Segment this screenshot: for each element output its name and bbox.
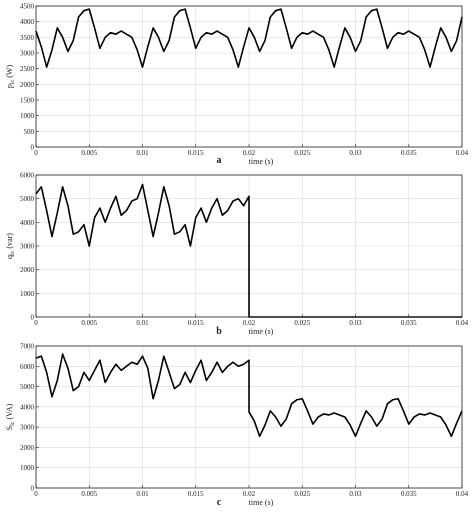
x-tick-label: 0.01	[136, 149, 149, 157]
y-tick-label: 0	[31, 314, 35, 322]
y-axis-label: plc (W)	[5, 65, 16, 89]
y-tick-label: 6000	[20, 172, 35, 180]
x-tick-label: 0.035	[401, 319, 417, 327]
x-tick-label: 0	[34, 319, 38, 327]
x-tick-label: 0.03	[349, 149, 362, 157]
x-tick-label: 0.005	[81, 149, 97, 157]
series-line	[35, 353, 463, 438]
x-tick-label: 0.04	[456, 149, 469, 157]
panel-letter: a	[217, 155, 222, 166]
panel-a: 0 0.005 0.01 0.015 0.02 0.025 0.03 0.035 0.04 0 50…	[5, 3, 469, 167]
x-tick-label: 0.03	[349, 319, 362, 327]
y-tick-label: 5000	[20, 383, 35, 391]
y-tick-label: 2000	[20, 81, 35, 89]
y-axis-label-main: q	[5, 255, 14, 259]
y-tick-label: 6000	[20, 363, 35, 371]
y-tick-label: 3000	[20, 243, 35, 251]
y-axis-label-subscript: lc	[10, 421, 16, 426]
y-tick-label: 1500	[20, 97, 35, 105]
panel-letter: b	[216, 326, 222, 337]
y-axis-label: qlc (var)	[5, 233, 16, 259]
x-tick-label: 0	[34, 490, 38, 498]
y-tick-label: 2000	[20, 444, 35, 452]
y-axis-label-main: S	[5, 426, 14, 430]
y-tick-label: 4000	[20, 403, 35, 411]
x-axis-label: time (s)	[249, 498, 274, 507]
x-axis-label: time (s)	[249, 157, 274, 166]
y-tick-label: 2500	[20, 65, 35, 73]
y-axis-label-unit: (var)	[5, 233, 14, 251]
x-axis-label: time (s)	[249, 327, 274, 336]
y-tick-label: 0	[31, 485, 35, 493]
y-tick-label: 0	[31, 144, 35, 152]
y-tick-label: 1000	[20, 112, 35, 120]
x-tick-label: 0.005	[81, 319, 97, 327]
x-tick-label: 0.035	[401, 149, 417, 157]
y-axis-label-subscript: lc	[10, 79, 16, 84]
y-axis-label-unit: (W)	[5, 65, 14, 80]
x-tick-label: 0.015	[188, 319, 204, 327]
series-line	[35, 8, 463, 68]
y-tick-label: 4000	[20, 18, 35, 26]
y-axis-label: Slc (VA)	[5, 403, 16, 430]
x-tick-label: 0.02	[243, 319, 256, 327]
y-tick-label: 2000	[20, 266, 35, 274]
x-tick-label: 0.005	[81, 490, 97, 498]
panel-b: 0 0.005 0.01 0.015 0.02 0.025 0.03 0.035 0.04 0 10…	[5, 172, 469, 338]
y-tick-label: 3000	[20, 50, 35, 58]
y-axis-label-unit: (VA)	[5, 403, 14, 421]
x-tick-label: 0.04	[456, 490, 469, 498]
x-tick-label: 0.04	[456, 319, 469, 327]
x-tick-label: 0.02	[243, 149, 256, 157]
x-tick-label: 0.01	[136, 319, 149, 327]
y-tick-label: 5000	[20, 195, 35, 203]
x-tick-label: 0.015	[188, 490, 204, 498]
y-tick-label: 7000	[20, 343, 35, 351]
x-tick-label: 0.025	[294, 490, 310, 498]
x-tick-label: 0.015	[188, 149, 204, 157]
panel-c: 0 0.005 0.01 0.015 0.02 0.025 0.03 0.035 0.04 0 10…	[5, 343, 469, 509]
y-tick-label: 3500	[20, 34, 35, 42]
y-tick-label: 4000	[20, 219, 35, 227]
plot-frame	[35, 345, 463, 489]
y-axis-label-main: p	[5, 84, 14, 88]
x-tick-label: 0.035	[401, 490, 417, 498]
x-tick-label: 0.025	[294, 319, 310, 327]
y-tick-label: 4500	[20, 3, 35, 11]
y-tick-label: 500	[24, 128, 35, 136]
x-tick-label: 0.025	[294, 149, 310, 157]
y-tick-label: 3000	[20, 424, 35, 432]
x-tick-label: 0.03	[349, 490, 362, 498]
panel-letter: c	[217, 497, 222, 508]
plot-frame	[35, 174, 463, 318]
y-tick-label: 1000	[20, 464, 35, 472]
plot-frame	[35, 5, 463, 148]
x-tick-label: 0	[34, 149, 38, 157]
series-line	[35, 183, 462, 318]
x-tick-label: 0.02	[243, 490, 256, 498]
x-tick-label: 0.01	[136, 490, 149, 498]
y-axis-label-subscript: lc	[10, 250, 16, 255]
y-tick-label: 1000	[20, 290, 35, 298]
